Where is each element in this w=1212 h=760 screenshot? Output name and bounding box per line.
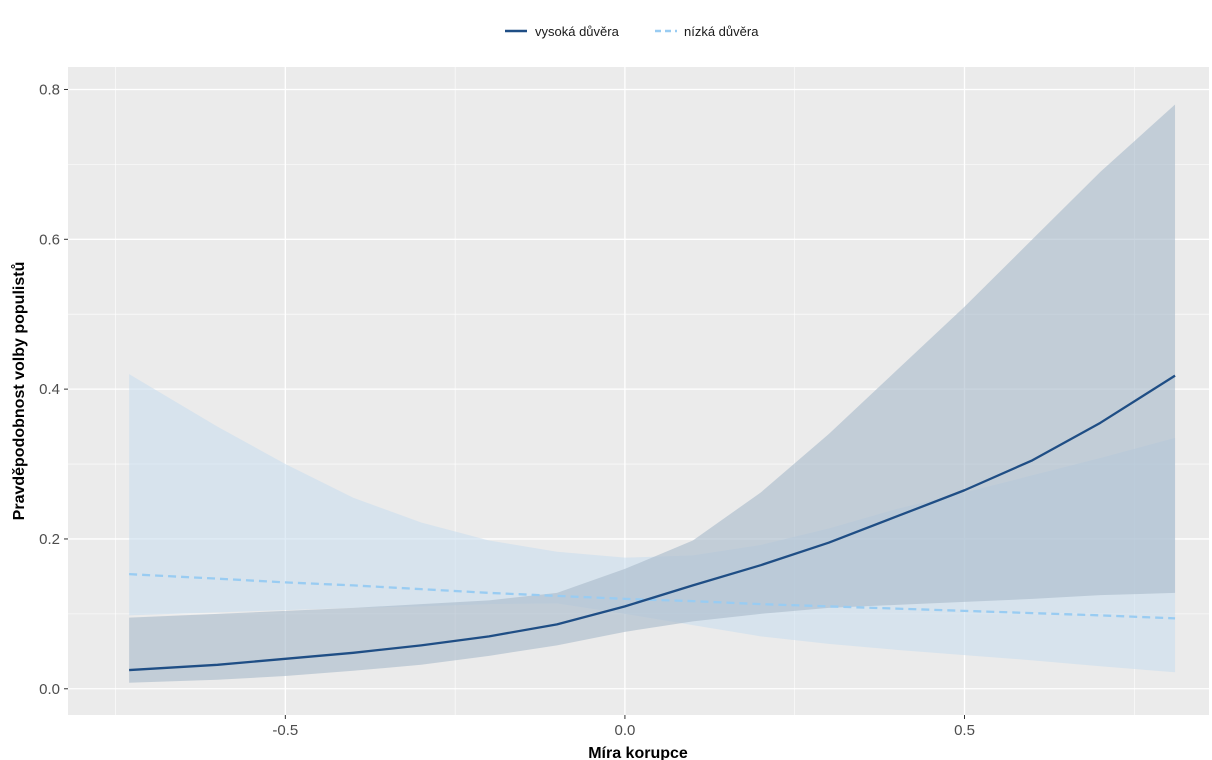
ribbon-vysoka-duvera [129, 104, 1176, 683]
legend-label-vysoka-duvera: vysoká důvěra [535, 24, 620, 39]
legend-label-nizka-duvera: nízká důvěra [684, 24, 759, 39]
series-lines [129, 374, 1176, 672]
x-axis-title: Míra korupce [588, 745, 688, 760]
y-axis-ticks: 0.0 0.2 0.4 0.6 0.8 [39, 81, 68, 698]
confidence-ribbons [129, 104, 1176, 683]
line-vysoka-duvera [129, 374, 1176, 672]
x-tick-label-0: -0.5 [272, 722, 298, 739]
y-tick-label-0: 0.0 [39, 681, 60, 698]
x-tick-label-1: 0.0 [614, 722, 635, 739]
y-tick-label-4: 0.8 [39, 81, 60, 98]
y-tick-label-2: 0.4 [39, 381, 60, 398]
x-axis-ticks: -0.5 0.0 0.5 [272, 715, 975, 739]
x-tick-label-2: 0.5 [954, 722, 975, 739]
legend: vysoká důvěra nízká důvěra [505, 24, 759, 39]
y-tick-label-1: 0.2 [39, 531, 60, 548]
y-tick-label-3: 0.6 [39, 231, 60, 248]
y-axis-title: Pravděpodobnost volby populistů [11, 262, 28, 521]
